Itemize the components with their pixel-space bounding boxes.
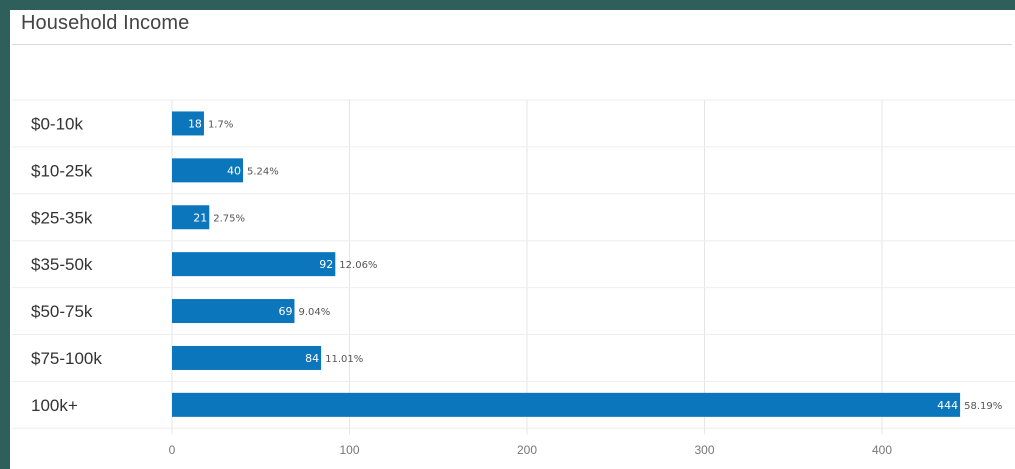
bar-percent-label: 9.04% [298, 307, 330, 318]
bar-percent-label: 2.75% [213, 213, 245, 224]
x-axis-tick-labels: 0 100 200 300 400 [169, 443, 893, 457]
bar [172, 158, 243, 183]
bar-value-label: 21 [193, 211, 207, 224]
bar [172, 252, 336, 277]
category-labels: $0-10k $10-25k $25-35k $35-50k $50-75k $75-10… [31, 114, 102, 414]
bar-percent-label: 58.19% [964, 401, 1002, 412]
x-tick-label: 400 [872, 443, 892, 457]
category-label: $10-25k [31, 161, 93, 180]
chart-title: Household Income [21, 12, 190, 34]
bar [172, 392, 961, 417]
category-label: 100k+ [31, 396, 78, 415]
category-label: $50-75k [31, 302, 93, 321]
bar-value-label: 69 [278, 305, 292, 318]
bar-percent-label: 5.24% [247, 166, 279, 177]
bar [172, 299, 295, 324]
category-label: $75-100k [31, 349, 102, 368]
category-label: $35-50k [31, 255, 93, 274]
x-tick-label: 200 [517, 443, 537, 457]
x-tick-label: 100 [339, 443, 359, 457]
category-label: $0-10k [31, 114, 83, 133]
bar-percent-label: 11.01% [325, 354, 363, 365]
bar [172, 111, 204, 136]
bar-value-label: 444 [937, 399, 958, 412]
x-tick-label: 300 [694, 443, 714, 457]
bar-value-label: 84 [305, 352, 319, 365]
bar-value-label: 18 [188, 117, 202, 130]
title-divider [12, 44, 1012, 45]
bar [172, 205, 210, 230]
row-separators [12, 99, 1015, 429]
bar-percent-label: 12.06% [339, 260, 377, 271]
bars [172, 111, 961, 417]
bar-percent-label: 1.7% [208, 119, 233, 130]
value-labels: 18 1.7% 40 5.24% 21 2.75% 92 12.06% 69 9.04% 84 11.… [188, 117, 1002, 411]
x-tick-label: 0 [169, 443, 176, 457]
category-label: $25-35k [31, 208, 93, 227]
bar-value-label: 92 [319, 258, 333, 271]
bar-value-label: 40 [227, 164, 241, 177]
bar [172, 345, 322, 370]
